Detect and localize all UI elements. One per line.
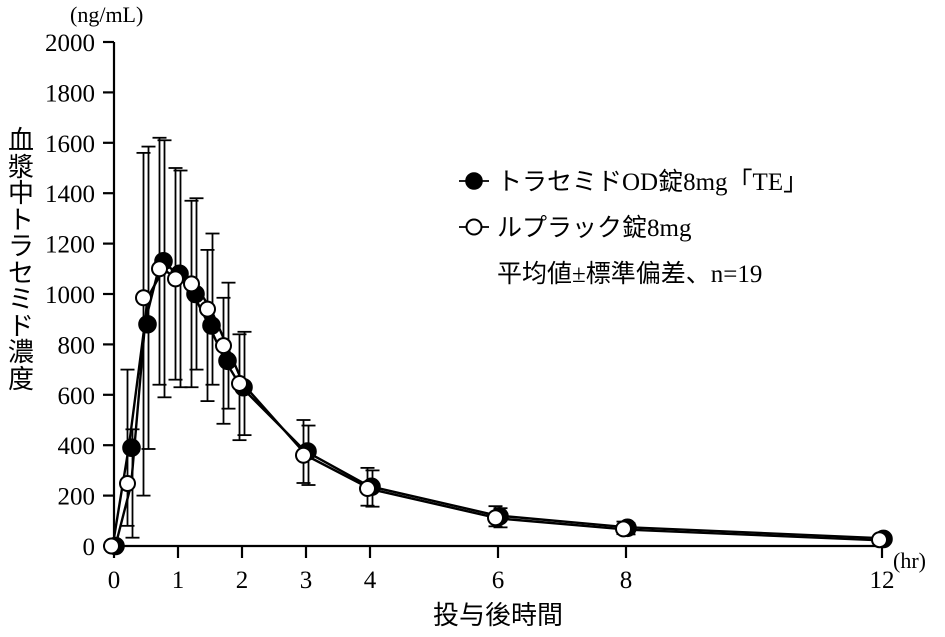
x-tick-label: 1 <box>172 567 185 594</box>
legend-label-0: トラセミドOD錠8mg「TE」 <box>497 168 808 196</box>
y-tick-label: 800 <box>58 332 96 359</box>
legend-label-1: ルプラック錠8mg <box>497 214 692 242</box>
x-tick-label: 12 <box>870 567 895 594</box>
data-point-open <box>295 446 312 464</box>
y-tick-label: 1800 <box>45 80 95 107</box>
x-axis-ticks: 0 1 2 3 4 6 8 12 <box>108 546 895 594</box>
x-tick-label: 8 <box>620 567 633 594</box>
data-markers-group <box>103 251 893 556</box>
data-point-open <box>119 475 136 493</box>
data-point-open <box>231 374 248 392</box>
data-point-open <box>615 520 632 538</box>
y-axis-ticks: 0 200 400 600 800 1000 1200 1400 1600 1800 2000 <box>45 30 114 561</box>
data-point-open <box>359 480 376 498</box>
y-axis-unit-label: (ng/mL) <box>70 2 143 27</box>
y-tick-label: 0 <box>83 534 96 561</box>
legend-entry-0: トラセミドOD錠8mg「TE」 <box>459 168 808 196</box>
open-circle-icon <box>465 218 483 236</box>
x-tick-label: 0 <box>108 567 121 594</box>
y-tick-label: 1600 <box>45 131 95 158</box>
y-tick-label: 400 <box>58 433 96 460</box>
legend-entry-1: ルプラック錠8mg <box>459 214 692 242</box>
legend-note: 平均値±標準偏差、n=19 <box>497 260 762 288</box>
y-axis-title: 血 漿 中 ト ラ セ ミ ド 濃 度 <box>7 126 34 394</box>
x-tick-label: 4 <box>364 567 377 594</box>
filled-circle-icon <box>465 172 483 190</box>
data-point-filled <box>218 351 237 371</box>
x-axis-title: 投与後時間 <box>433 601 563 630</box>
y-tick-label: 1200 <box>45 232 95 259</box>
y-tick-label: 1000 <box>45 282 95 309</box>
data-point-open <box>167 270 184 288</box>
data-point-filled <box>122 438 141 458</box>
error-bars-group <box>120 136 892 544</box>
data-point-open <box>871 531 888 549</box>
data-point-open <box>199 300 216 318</box>
data-point-open <box>183 275 200 293</box>
data-point-open <box>135 289 152 307</box>
data-point-open <box>215 337 232 355</box>
data-point-open <box>151 260 168 278</box>
data-point-open <box>487 509 504 527</box>
data-point-filled <box>138 314 157 334</box>
x-tick-label: 3 <box>300 567 313 594</box>
legend: トラセミドOD錠8mg「TE」 ルプラック錠8mg 平均値±標準偏差、n=19 <box>459 168 808 288</box>
y-tick-label: 200 <box>58 484 96 511</box>
x-tick-label: 6 <box>492 567 505 594</box>
data-point-filled <box>202 316 221 335</box>
data-point-open <box>103 537 120 555</box>
x-axis-unit-label: (hr) <box>893 548 926 573</box>
y-tick-label: 1400 <box>45 181 95 208</box>
x-tick-label: 2 <box>236 567 249 594</box>
y-tick-label: 2000 <box>45 30 95 57</box>
y-tick-label: 600 <box>58 383 96 410</box>
